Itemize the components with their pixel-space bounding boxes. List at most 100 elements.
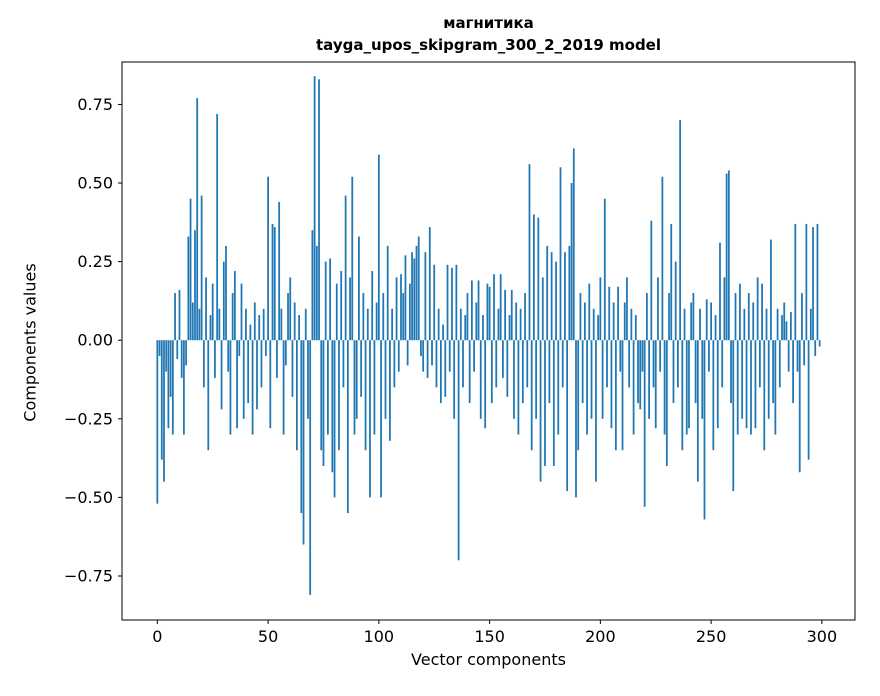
bar [674,261,677,341]
bar [721,340,724,388]
bar [750,340,752,435]
bar [559,167,562,341]
bar [353,340,356,435]
bar [437,308,440,341]
bar [650,220,653,341]
bar [517,340,520,435]
bar [504,289,506,341]
bar [406,340,409,366]
bar [659,340,662,372]
bar [677,340,679,388]
x-tick-label: 100 [364,627,395,646]
bar [499,274,502,341]
bar [495,340,498,388]
y-tick-label: −0.50 [64,488,113,507]
bar [681,340,684,451]
bar [269,340,272,429]
bar [393,340,396,388]
bar [200,195,203,341]
bar [550,252,553,341]
bar [705,299,708,341]
bar [459,308,462,341]
bar [592,308,595,341]
bar [296,340,298,451]
bar [803,340,806,366]
bar [568,245,571,341]
bar [327,340,329,435]
bar [696,340,699,482]
bar [428,227,431,341]
bar [723,277,726,341]
bar [586,340,588,435]
bar [471,280,473,341]
bar [583,302,586,341]
bar [169,340,172,397]
y-tick-label: −0.75 [64,566,113,585]
bar [703,340,706,520]
bar [754,340,757,429]
bar [783,302,786,341]
bar [732,340,735,492]
bar [225,245,227,341]
bar [745,340,748,429]
bar [264,340,267,356]
bar [238,340,241,356]
bar [590,340,593,419]
bar [329,258,331,341]
bar [464,315,467,341]
chart-title: магнитика tayga_upos_skipgram_300_2_2019… [122,12,855,56]
bar [400,274,402,341]
bar [176,340,179,360]
bar [725,173,728,341]
bar [561,340,564,388]
bar [739,283,741,341]
bar [710,302,713,341]
bar [719,242,721,341]
bar [233,271,236,341]
bar [497,308,500,341]
chart-title-line1: магнитика [443,14,534,32]
bar [557,340,560,435]
bar [688,340,690,429]
bar [309,340,312,595]
bar [608,286,611,341]
bar [736,340,739,435]
bar [196,98,199,341]
bar [444,340,447,397]
bar [355,340,358,419]
bar [539,340,542,482]
bar [654,340,657,429]
bar [189,198,192,341]
bar [727,170,730,341]
bar [346,340,349,514]
bar [657,277,659,341]
bar [222,261,225,341]
bar [167,340,170,429]
bar [595,340,597,482]
bar [473,340,475,372]
bar [610,340,613,429]
bar [227,340,230,372]
bar [546,245,549,341]
bar [548,340,551,404]
bar [767,340,770,419]
bar [158,340,161,356]
bar [284,340,287,366]
bar [730,340,732,404]
bar [789,311,792,341]
bar [422,340,425,372]
bar [375,302,378,341]
bar [455,264,458,341]
bar [524,293,526,341]
bar [360,340,363,397]
bar [761,283,763,341]
bar [809,308,812,341]
bar [377,154,380,341]
bar [415,245,418,341]
bar [632,340,635,435]
bar [577,340,580,451]
bar [298,315,300,341]
bar [194,230,196,341]
bar [685,340,688,435]
